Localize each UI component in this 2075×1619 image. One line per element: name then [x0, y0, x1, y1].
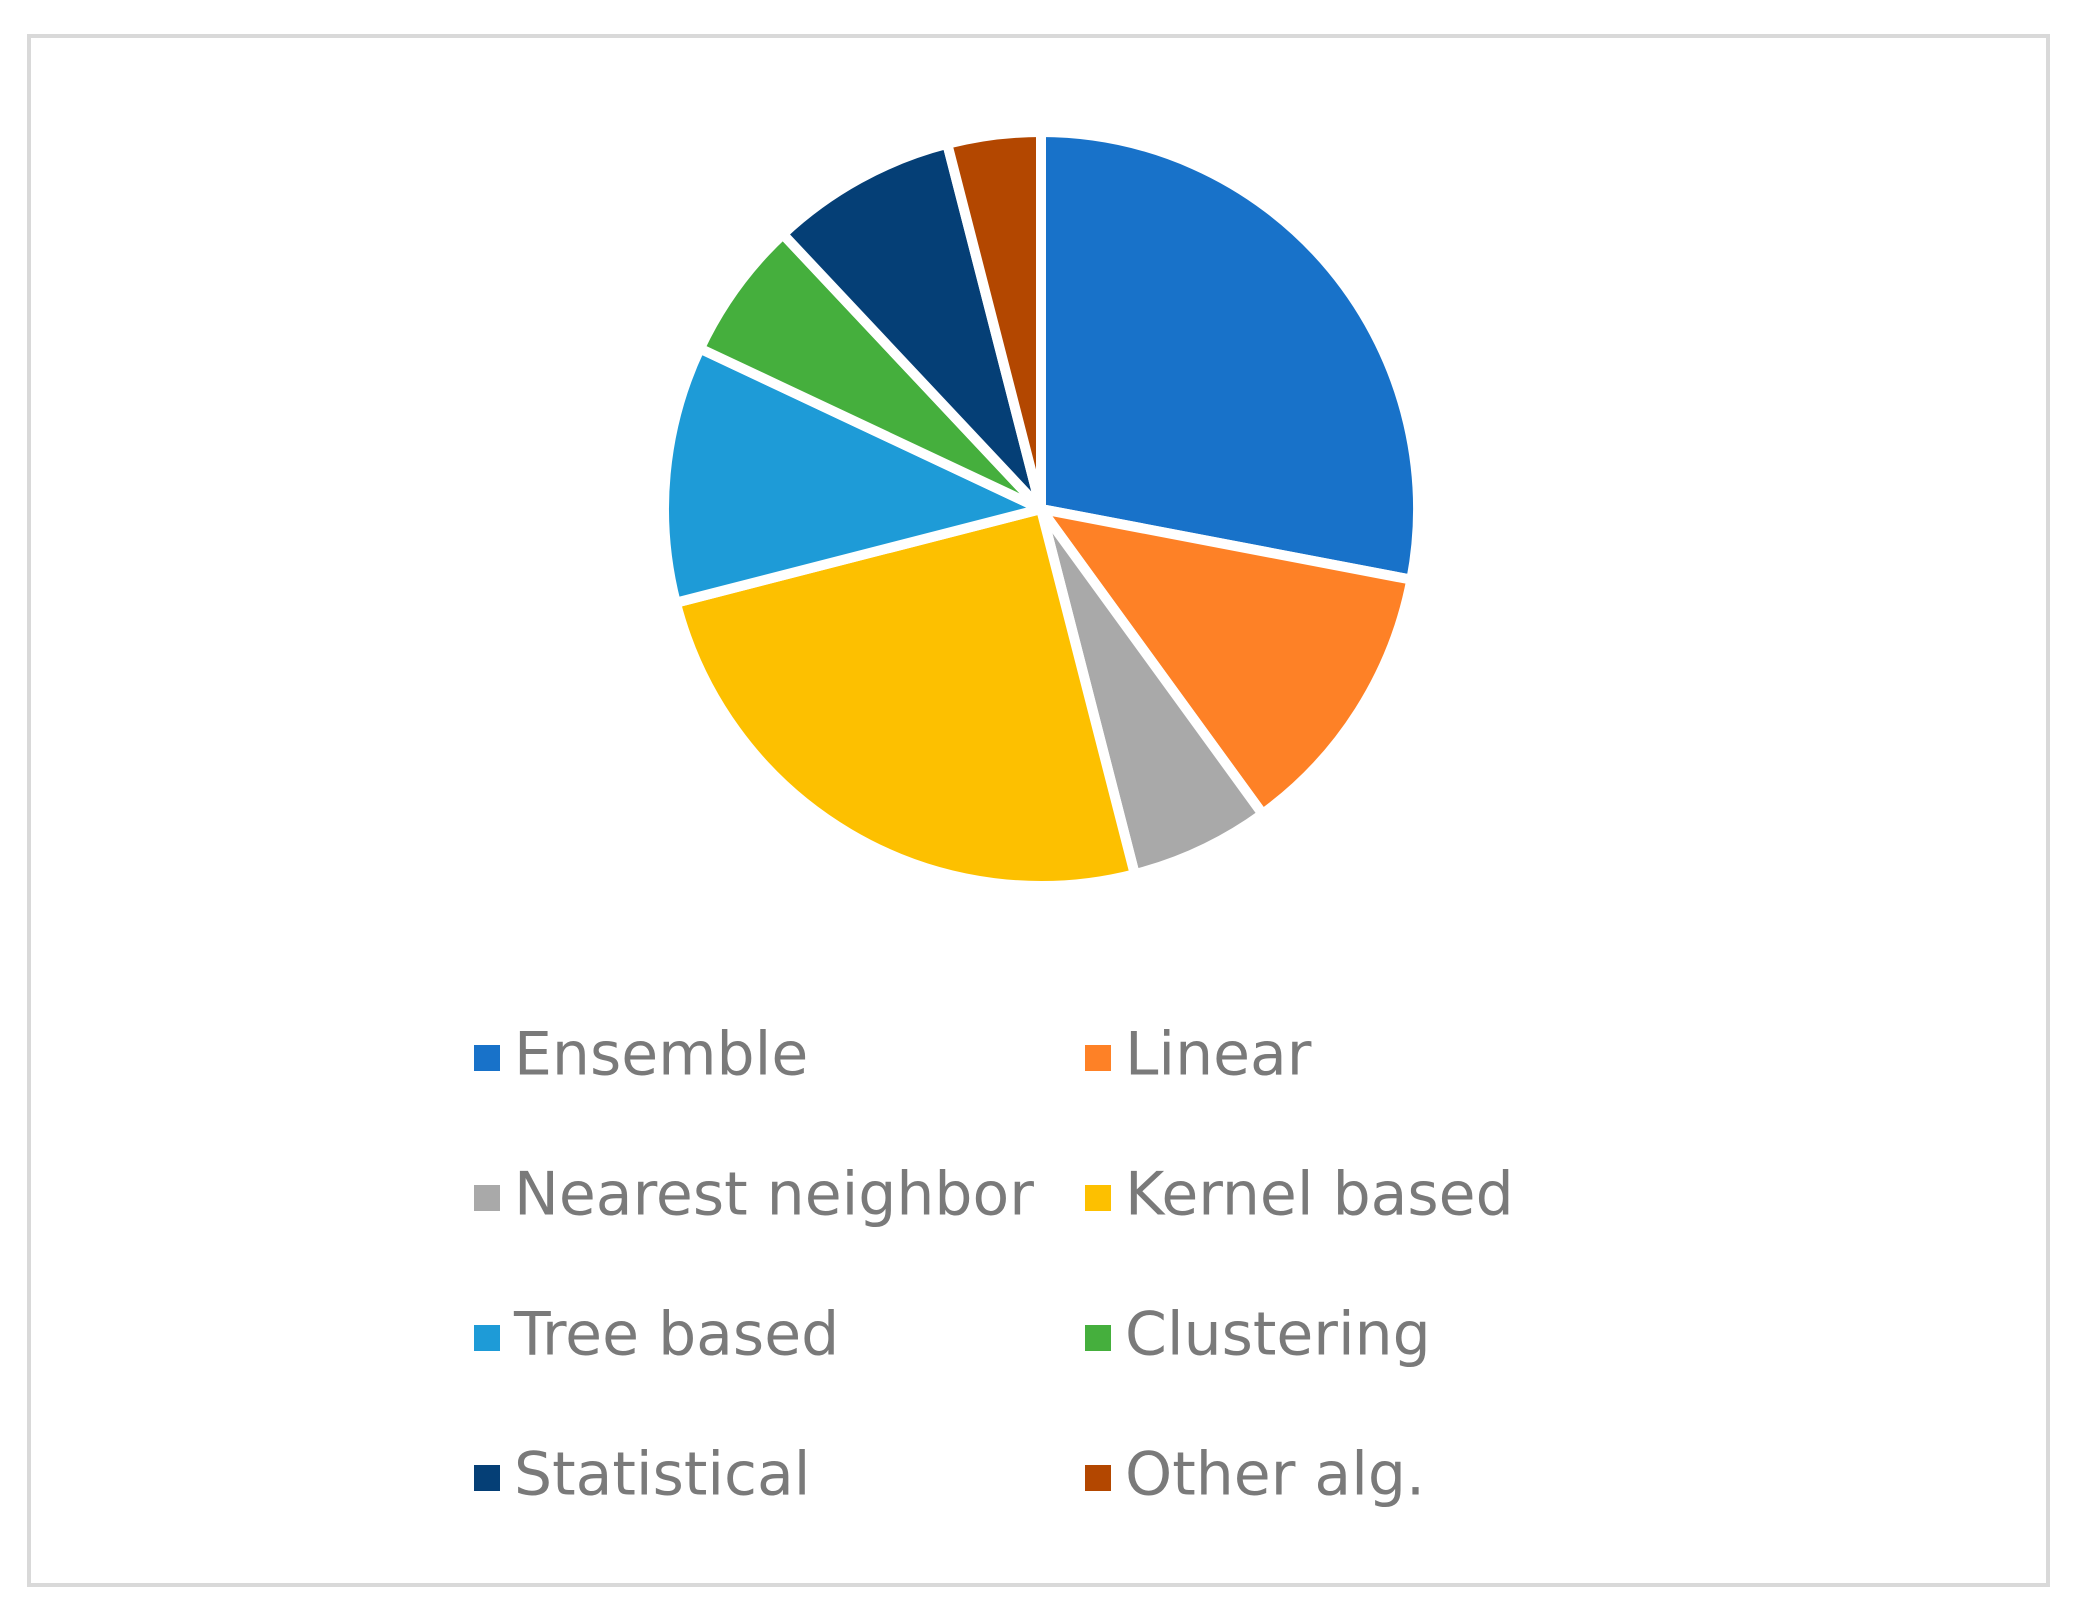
legend-label: Linear	[1125, 1020, 1312, 1090]
legend-label: Other alg.	[1125, 1440, 1425, 1510]
pie-slice	[1036, 126, 1423, 586]
pie-slice	[1029, 501, 1418, 821]
legend-label: Kernel based	[1125, 1160, 1514, 1230]
legend-swatch	[474, 1465, 500, 1491]
pie-slice	[669, 502, 1141, 891]
pie-slice	[775, 137, 1046, 513]
pie-slice	[941, 126, 1046, 511]
legend-swatch	[1085, 1045, 1111, 1071]
legend-swatch	[1085, 1325, 1111, 1351]
legend-label: Nearest neighbor	[514, 1160, 1034, 1230]
legend-swatch	[1085, 1465, 1111, 1491]
legend-swatch	[474, 1185, 500, 1211]
legend-label: Tree based	[513, 1300, 839, 1370]
pie-slice	[659, 341, 1056, 609]
legend-label: Statistical	[514, 1440, 810, 1510]
legend-swatch	[1085, 1185, 1111, 1211]
legend-label: Clustering	[1125, 1300, 1431, 1370]
legend-label: Ensemble	[514, 1020, 808, 1090]
legend-swatch	[474, 1325, 500, 1351]
legend-swatch	[474, 1045, 500, 1071]
